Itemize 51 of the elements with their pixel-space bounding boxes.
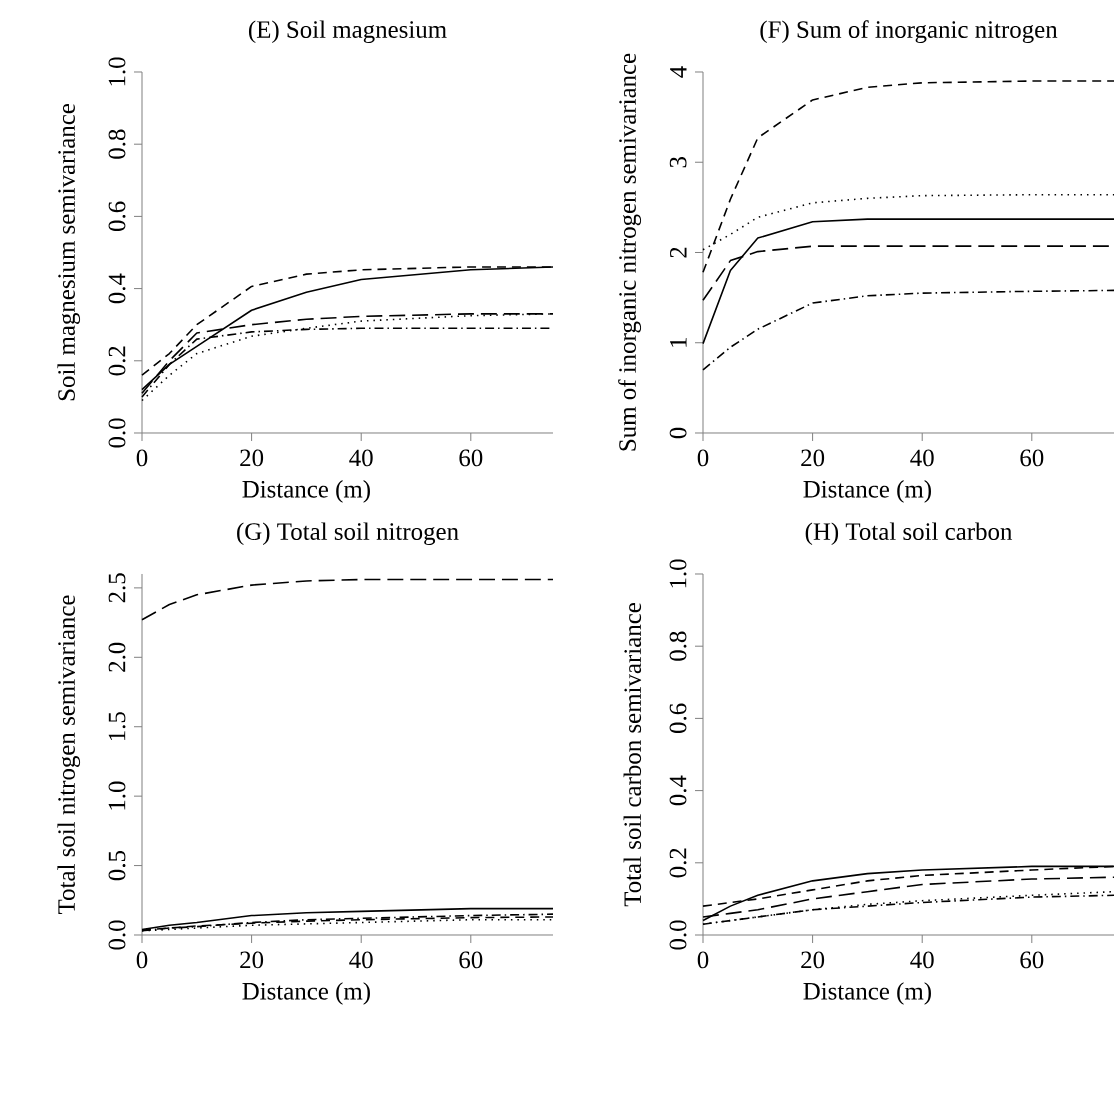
x-tick-label: 40 (349, 951, 373, 969)
x-tick-label: 40 (349, 449, 373, 467)
y-tick-label: 1.0 (108, 57, 126, 86)
x-tick-label: 60 (459, 951, 483, 969)
y-tick-label: 0.0 (108, 418, 126, 448)
y-tick-label: 0.2 (669, 848, 687, 878)
y-tick-label: 0.0 (669, 920, 687, 950)
x-tick-label: 0 (136, 951, 148, 969)
x-axis-title: Distance (m) (242, 982, 370, 1005)
chart-title: (G) Total soil nitrogen (237, 522, 459, 546)
y-axis-title: Sum of inorganic nitrogen semivariance (618, 53, 642, 451)
x-tick-label: 0 (697, 951, 709, 969)
x-tick-label: 20 (240, 449, 264, 467)
y-tick-label: 3 (669, 156, 687, 168)
chart-title: (E) Soil magnesium (248, 20, 447, 44)
y-tick-label: 0.0 (108, 920, 126, 950)
y-tick-label: 0.6 (108, 201, 126, 231)
y-tick-label: 2.5 (108, 573, 126, 603)
y-tick-label: 0.8 (108, 129, 126, 159)
y-axis-title: Total soil nitrogen semivariance (57, 595, 81, 914)
x-tick-label: 60 (459, 449, 483, 467)
x-axis-title: Distance (m) (803, 982, 931, 1005)
y-tick-label: 1.0 (108, 781, 126, 810)
y-axis-title: Soil magnesium semivariance (57, 103, 81, 401)
y-tick-label: 1.0 (669, 559, 687, 588)
x-tick-label: 20 (801, 449, 825, 467)
y-tick-label: 2.0 (108, 642, 126, 672)
y-tick-label: 1.5 (108, 712, 126, 741)
y-tick-label: 0.6 (669, 703, 687, 734)
y-tick-label: 1 (670, 338, 687, 347)
y-tick-label: 2 (670, 247, 687, 258)
x-tick-label: 0 (697, 449, 709, 467)
y-tick-label: 4 (670, 66, 687, 78)
x-tick-label: 60 (1020, 449, 1044, 467)
x-tick-label: 60 (1020, 951, 1044, 969)
x-tick-label: 40 (910, 951, 934, 969)
x-axis-title: Distance (m) (242, 480, 370, 503)
y-tick-label: 0.2 (108, 346, 126, 376)
x-tick-label: 20 (240, 951, 264, 969)
x-tick-label: 0 (136, 449, 148, 467)
y-tick-label: 0.4 (669, 775, 687, 806)
x-tick-label: 20 (801, 951, 825, 969)
y-axis-title: Total soil carbon semivariance (623, 603, 642, 907)
chart-title: (F) Sum of inorganic nitrogen (760, 20, 1058, 44)
y-tick-label: 0.5 (108, 850, 126, 881)
x-tick-label: 40 (910, 449, 934, 467)
x-axis-title: Distance (m) (803, 480, 931, 503)
chart-title: (H) Total soil carbon (805, 522, 1013, 546)
y-tick-label: 0.4 (108, 273, 126, 304)
y-tick-label: 0.8 (669, 631, 687, 661)
y-tick-label: 0 (669, 427, 687, 439)
